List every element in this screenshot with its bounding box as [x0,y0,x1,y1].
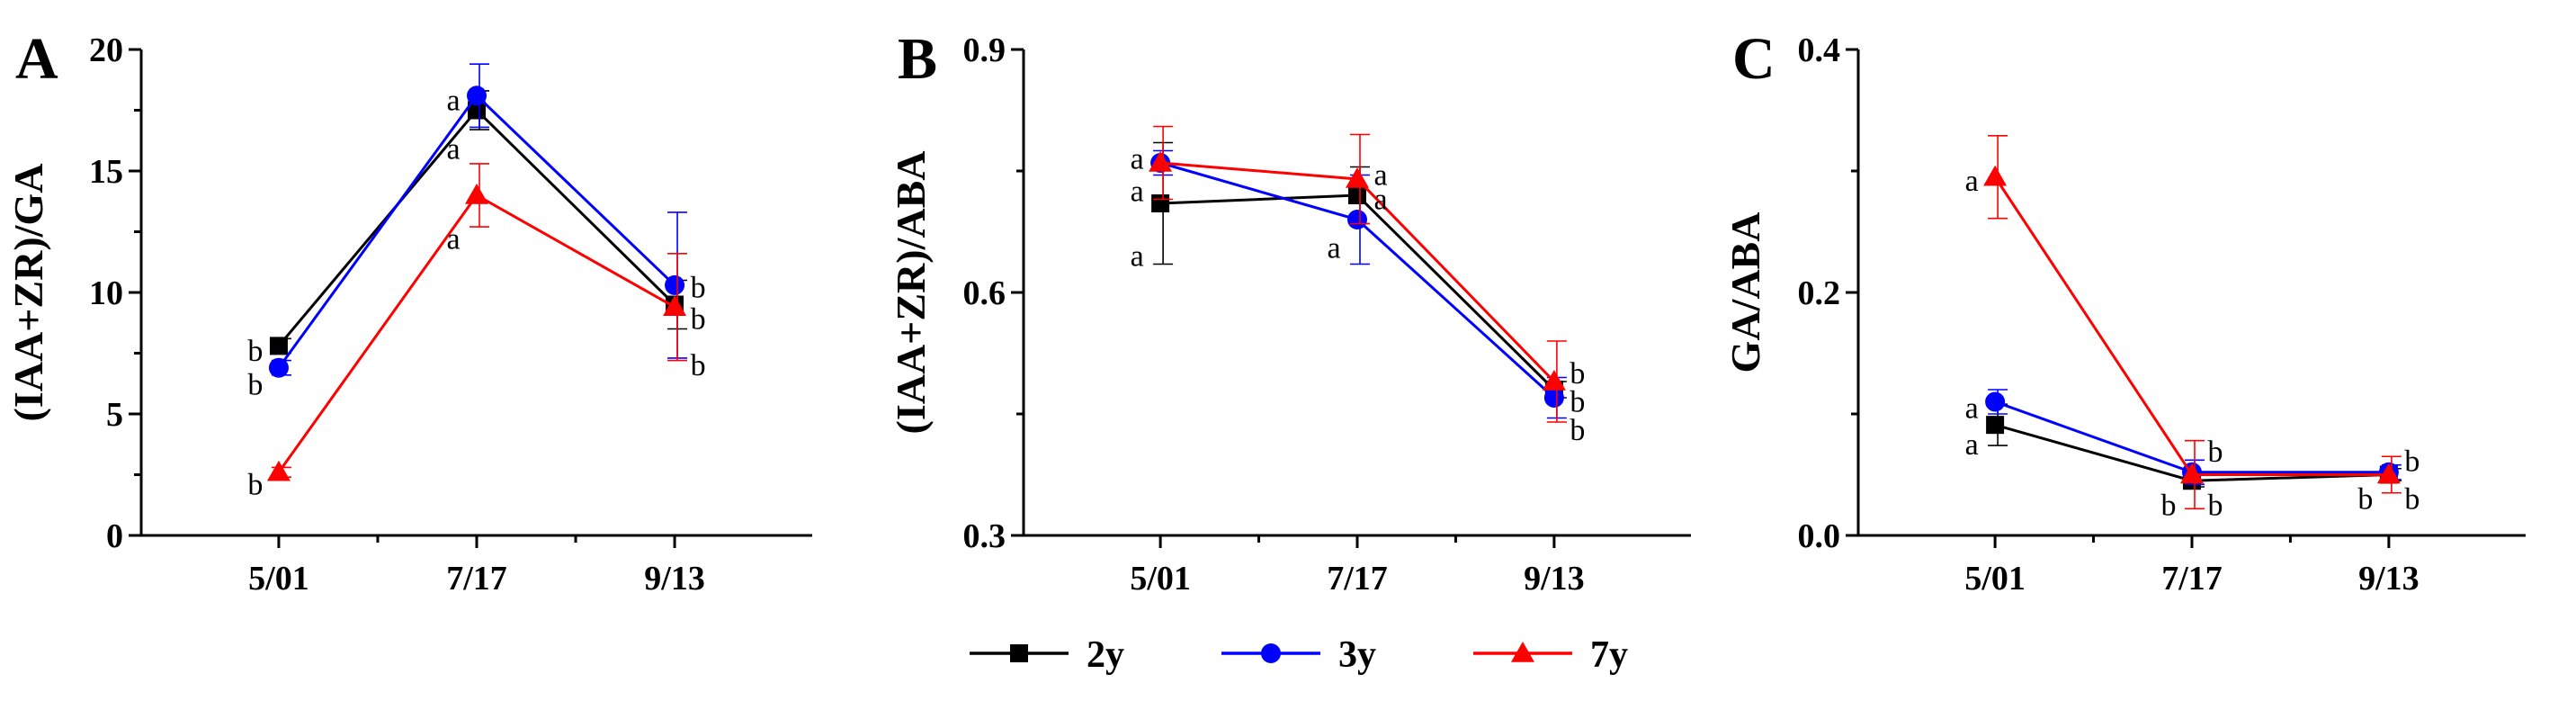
data-point [1347,210,1367,229]
legend-entry-2y: 2y [970,634,1124,676]
significance-label: a [1327,232,1340,265]
significance-label: b [247,335,263,368]
panel-letter: B [898,26,937,92]
data-point [1346,167,1369,188]
series-2y [269,90,688,355]
y-tick-label: 0.2 [1798,274,1841,312]
y-axis-label: GA/ABA [1722,212,1768,373]
y-tick-label: 15 [89,153,123,191]
significance-label: a [1965,391,1979,425]
series-7y [1983,135,2402,510]
series-line [277,94,676,369]
data-point [2180,463,2204,484]
significance-label: b [1570,386,1585,419]
y-axis-label: (IAA+ZR)/GA [5,164,51,422]
y-tick-label: 0.4 [1798,31,1841,69]
significance-label: a [1373,159,1387,193]
y-tick-label: 0 [106,517,123,555]
y-tick-label: 0.9 [963,31,1006,69]
data-point [465,184,488,204]
legend-marker [1511,642,1534,662]
data-point [1348,186,1366,204]
data-point [1983,165,2008,186]
panel-letter: C [1732,26,1775,92]
data-point [1543,388,1564,408]
legend-entry-3y: 3y [1221,634,1376,676]
data-point [1985,391,2006,412]
significance-label: b [1570,414,1585,447]
series-line [277,193,675,473]
x-tick-label: 9/13 [1524,560,1585,598]
x-tick-label: 5/01 [248,560,309,598]
data-point [467,85,487,106]
significance-label: a [446,85,460,118]
data-point [266,460,291,481]
significance-label: b [691,349,706,382]
data-point [1542,370,1566,391]
data-point [1149,151,1173,172]
significance-label: b [2404,445,2419,479]
panel-B: 0.30.60.95/01 7/17 9/13(IAA+ZR)/ABABaaaaaa… [888,26,1691,598]
significance-label: a [1131,175,1144,209]
series-3y [1150,149,1567,419]
y-tick-label: 20 [89,31,123,69]
data-point [269,337,288,355]
y-tick-label: 0.0 [1798,517,1841,555]
series-line [1994,400,2389,474]
legend-label: 7y [1590,634,1628,676]
x-tick-label: 7/17 [1327,560,1388,598]
data-point [268,357,289,378]
significance-label: a [1131,143,1144,176]
legend-label: 2y [1087,634,1124,676]
significance-label: b [691,303,706,337]
data-point [1151,194,1170,212]
significance-label: a [1131,240,1144,274]
data-point [1986,416,2005,435]
panel-letter: A [15,26,58,92]
significance-label: a [1965,165,1979,198]
x-tick-label: 7/17 [2161,560,2223,598]
y-tick-label: 10 [89,274,123,312]
legend-marker [1010,644,1028,662]
significance-label: b [1570,357,1585,391]
x-tick-label: 9/13 [644,560,705,598]
significance-label: b [2161,489,2177,522]
y-tick-label: 0.6 [963,274,1006,312]
legend-label: 3y [1338,634,1376,676]
significance-label: b [691,272,706,305]
significance-label: b [2357,483,2373,517]
significance-label: b [2208,436,2223,469]
series-line [1993,175,2389,476]
y-tick-label: 5 [106,396,123,434]
significance-label: a [1965,428,1979,462]
data-point [665,274,685,295]
data-point [663,295,687,316]
legend-marker [1261,643,1281,663]
significance-label: a [1373,184,1387,217]
legend-entry-7y: 7y [1473,634,1628,676]
y-axis-label: (IAA+ZR)/ABA [888,151,934,435]
data-point [2376,463,2401,484]
significance-label: b [2404,483,2419,517]
series-7y [1149,125,1567,423]
legend: 2y 3y 7y [970,634,1628,676]
x-tick-label: 5/01 [1964,560,2026,598]
x-tick-label: 9/13 [2358,560,2419,598]
significance-label: a [446,133,460,166]
x-tick-label: 5/01 [1130,560,1191,598]
x-tick-label: 7/17 [446,560,507,598]
significance-label: a [446,223,460,256]
significance-label: b [247,468,263,501]
y-tick-label: 0.3 [963,517,1006,555]
significance-label: b [247,369,263,402]
data-point [468,101,486,120]
significance-label: b [2208,489,2223,522]
series-7y [266,163,688,481]
